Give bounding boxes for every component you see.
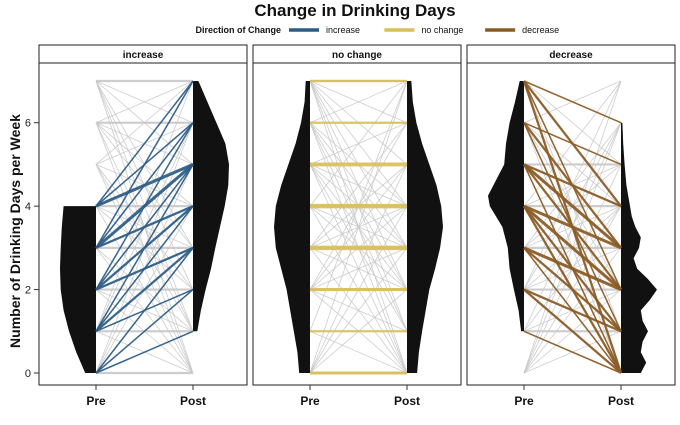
x-tick-label-1-0: Pre: [300, 394, 320, 408]
series-line-2-8: [523, 163, 622, 250]
post-density-1: [407, 81, 443, 373]
y-axis-title: Number of Drinking Days per Week: [7, 114, 23, 348]
legend-label-2: decrease: [522, 25, 559, 35]
y-tick-label-2: 4: [25, 201, 31, 213]
y-tick-label-0: 0: [25, 368, 31, 380]
x-tick-label-2-0: Pre: [514, 394, 534, 408]
series-line-2-0: [523, 80, 622, 124]
series-line-2-16: [523, 246, 622, 333]
background-line: [309, 164, 408, 374]
pre-density-2: [488, 81, 524, 332]
post-density-0: [193, 81, 229, 332]
y-tick-label-3: 6: [25, 118, 31, 130]
series-line-0-17: [95, 80, 194, 207]
series-line-0-4: [95, 246, 194, 333]
panel-strip-label-2: decrease: [549, 50, 593, 61]
x-tick-label-0-0: Pre: [86, 394, 106, 408]
series-line-2-18: [523, 288, 622, 333]
panel-strip-2: [466, 44, 676, 64]
legend-label-0: increase: [326, 25, 360, 35]
series-line-2-4: [523, 122, 622, 166]
background-line: [95, 80, 194, 124]
series-line-0-16: [95, 122, 194, 207]
facet-panels: increase Pre Post no change Pre Post decrease P…: [38, 44, 676, 408]
series-lines-2: [522, 80, 623, 374]
series-line-2-7: [523, 163, 622, 208]
panel-strip-1: [252, 44, 462, 64]
pre-density-1: [274, 81, 310, 373]
series-line-2-11: [523, 204, 622, 250]
pre-density-0: [60, 206, 96, 373]
panel-strip-label-0: increase: [123, 50, 164, 61]
series-line-0-3: [95, 288, 194, 332]
panel-0: increase Pre Post: [38, 44, 248, 408]
series-line-2-15: [523, 246, 622, 291]
series-line-0-8: [95, 205, 194, 291]
y-axis-ticks: 0 2 4 6: [25, 118, 39, 380]
series-line-0-15: [95, 163, 194, 208]
post-density-2: [621, 122, 657, 373]
x-tick-label-2-1: Post: [608, 394, 634, 408]
series-line-0-7: [95, 246, 194, 291]
series-line-0-12: [95, 163, 194, 250]
series-line-0-1: [95, 288, 194, 374]
legend-label-1: no change: [421, 25, 463, 35]
panel-strip-label-1: no change: [332, 50, 382, 61]
background-line: [309, 80, 408, 290]
background-line: [309, 80, 408, 124]
legend-title: Direction of Change: [195, 25, 281, 35]
background-line: [309, 247, 408, 374]
legend-items: increase no change decrease: [289, 25, 559, 35]
x-tick-label-1-1: Post: [394, 394, 420, 408]
legend: Direction of Change increase no change dec…: [195, 25, 559, 35]
panel-2: decrease Pre Post: [466, 44, 676, 408]
background-line: [309, 330, 408, 374]
background-line: [309, 80, 408, 207]
series-lines-1: [310, 79, 407, 375]
series-line-2-20: [523, 330, 622, 374]
background-line: [523, 80, 622, 165]
panel-1: no change Pre Post: [252, 44, 462, 408]
x-tick-label-0-1: Post: [180, 394, 206, 408]
background-line: [523, 122, 622, 207]
series-line-0-0: [95, 330, 194, 374]
chart-title: Change in Drinking Days: [254, 1, 455, 20]
series-lines-0: [95, 80, 194, 374]
background-line: [309, 80, 408, 374]
y-tick-label-1: 2: [25, 285, 31, 297]
series-line-2-19: [523, 288, 622, 374]
series-line-0-11: [95, 205, 194, 249]
series-line-2-12: [523, 204, 622, 291]
panel-strip-0: [38, 44, 248, 64]
